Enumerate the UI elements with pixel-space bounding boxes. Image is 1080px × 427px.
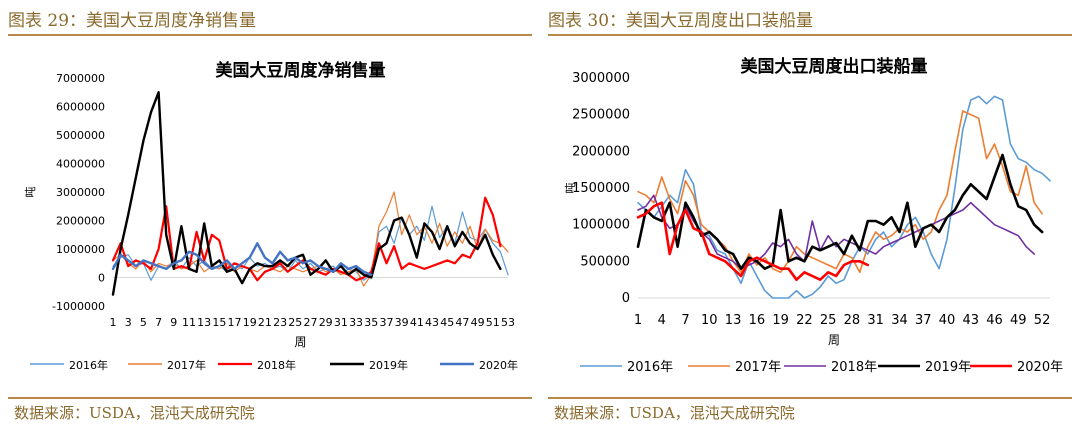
x-tick-label: 13	[197, 316, 211, 329]
series-line	[636, 201, 870, 281]
legend-label: 2018年	[257, 358, 296, 372]
legend-label: 2017年	[167, 358, 206, 372]
x-axis-label: 周	[294, 335, 306, 349]
y-tick-label: 2500000	[572, 108, 630, 123]
x-tick-label: 1	[110, 316, 117, 329]
x-tick-label: 22	[796, 313, 813, 328]
bottom-rule	[548, 397, 1072, 399]
series-line	[636, 153, 1044, 270]
right-figure-panel: 图表 30：美国大豆周度出口装船量 美国大豆周度出口装船量 0 500000 1000…	[540, 0, 1080, 427]
shipments-line-chart: 美国大豆周度出口装船量 0 500000 1000000 1500000 2000000 2…	[564, 56, 1063, 375]
top-rule	[548, 34, 1072, 36]
y-tick-label: 1000000	[572, 218, 630, 233]
series-line	[111, 91, 502, 296]
x-tick-label: 41	[410, 316, 424, 329]
x-tick-label: 37	[915, 313, 932, 328]
legend-label: 2020年	[479, 358, 518, 372]
x-tick-label: 25	[288, 316, 302, 329]
chart-title: 美国大豆周度出口装船量	[741, 56, 928, 77]
x-tick-label: 31	[867, 313, 884, 328]
chart-title: 美国大豆周度净销售量	[216, 60, 386, 81]
y-tick-label: 4000000	[56, 158, 105, 171]
y-tick-label: 1000000	[56, 243, 105, 256]
left-figure-panel: 图表 29：美国大豆周度净销售量 美国大豆周度净销售量 -1000000 0 1000…	[8, 11, 532, 422]
y-tick-label: 7000000	[56, 72, 105, 85]
x-tick-label: 49	[1010, 313, 1027, 328]
x-tick-label: 1	[634, 313, 642, 328]
x-tick-label: 3	[125, 316, 132, 329]
net-sales-line-chart: 美国大豆周度净销售量 -1000000 0 1000000 2000000 3000000…	[24, 60, 518, 372]
legend-label: 2017年	[735, 360, 781, 375]
x-tick-label: 4	[658, 313, 666, 328]
x-tick-label: 45	[440, 316, 454, 329]
x-tick-label: 34	[891, 313, 908, 328]
y-tick-label: 2000000	[572, 144, 630, 159]
series-line	[111, 242, 373, 276]
y-tick-label: -1000000	[52, 300, 105, 313]
legend-label: 2018年	[831, 360, 877, 375]
x-tick-label: 39	[395, 316, 409, 329]
legend-label: 2019年	[925, 360, 971, 375]
x-tick-label: 28	[844, 313, 861, 328]
y-axis-label: 吨	[24, 187, 37, 198]
y-tick-label: 0	[98, 272, 105, 285]
x-tick-label: 37	[379, 316, 393, 329]
x-tick-label: 10	[701, 313, 718, 328]
x-tick-label: 27	[304, 316, 318, 329]
x-tick-label: 13	[725, 313, 742, 328]
x-tick-label: 15	[212, 316, 226, 329]
figure-title: 图表 29：美国大豆周度净销售量	[8, 11, 257, 31]
y-tick-label: 500000	[580, 254, 630, 269]
y-tick-label: 2000000	[56, 215, 105, 228]
x-tick-label: 7	[681, 313, 689, 328]
y-tick-label: 3000000	[56, 186, 105, 199]
x-tick-label: 11	[182, 316, 196, 329]
y-axis-label: 吨	[564, 183, 577, 194]
x-tick-label: 19	[772, 313, 789, 328]
x-tick-label: 53	[501, 316, 515, 329]
x-tick-label: 5	[140, 316, 147, 329]
x-tick-label: 17	[228, 316, 242, 329]
x-tick-label: 47	[455, 316, 469, 329]
legend-label: 2016年	[627, 360, 673, 375]
figure-title: 图表 30：美国大豆周度出口装船量	[548, 11, 814, 31]
legend-label: 2020年	[1017, 360, 1063, 375]
x-tick-label: 43	[425, 316, 439, 329]
x-tick-label: 25	[820, 313, 837, 328]
x-tick-label: 9	[170, 316, 177, 329]
legend-label: 2019年	[369, 358, 408, 372]
x-tick-label: 21	[258, 316, 272, 329]
x-tick-label: 19	[243, 316, 257, 329]
x-tick-label: 33	[349, 316, 363, 329]
x-tick-label: 23	[273, 316, 287, 329]
source-note: 数据来源：USDA，混沌天成研究院	[14, 404, 255, 422]
x-tick-label: 7	[155, 316, 162, 329]
x-axis-label: 周	[828, 333, 840, 347]
top-rule	[8, 34, 532, 36]
y-tick-label: 6000000	[56, 101, 105, 114]
x-tick-label: 43	[962, 313, 979, 328]
y-tick-label: 1500000	[572, 181, 630, 196]
y-tick-label: 5000000	[56, 129, 105, 142]
x-tick-label: 46	[986, 313, 1003, 328]
x-tick-label: 29	[319, 316, 333, 329]
y-tick-label: 0	[622, 291, 630, 306]
x-tick-label: 51	[486, 316, 500, 329]
x-tick-label: 52	[1034, 313, 1051, 328]
series-line	[637, 110, 1043, 274]
x-tick-label: 35	[364, 316, 378, 329]
y-tick-label: 3000000	[572, 71, 630, 86]
x-tick-label: 31	[334, 316, 348, 329]
x-tick-label: 16	[749, 313, 766, 328]
x-tick-label: 49	[471, 316, 485, 329]
source-note: 数据来源：USDA，混沌天成研究院	[554, 404, 795, 422]
bottom-rule	[8, 397, 532, 399]
x-tick-label: 40	[939, 313, 956, 328]
legend-label: 2016年	[69, 358, 108, 372]
